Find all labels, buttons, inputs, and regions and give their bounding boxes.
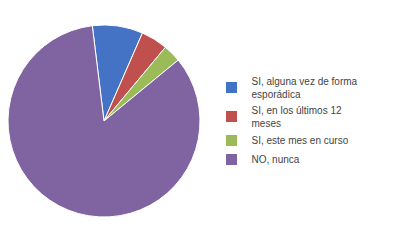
svg-text:SI, en los últimos 12meses: SI, en los últimos 12meses bbox=[252, 105, 342, 129]
svg-text:NO, nunca: NO, nunca bbox=[252, 154, 300, 165]
svg-text:SI, este mes en curso: SI, este mes en curso bbox=[252, 135, 349, 146]
svg-text:SI, alguna vez de formaesporád: SI, alguna vez de formaesporádica bbox=[252, 76, 358, 100]
